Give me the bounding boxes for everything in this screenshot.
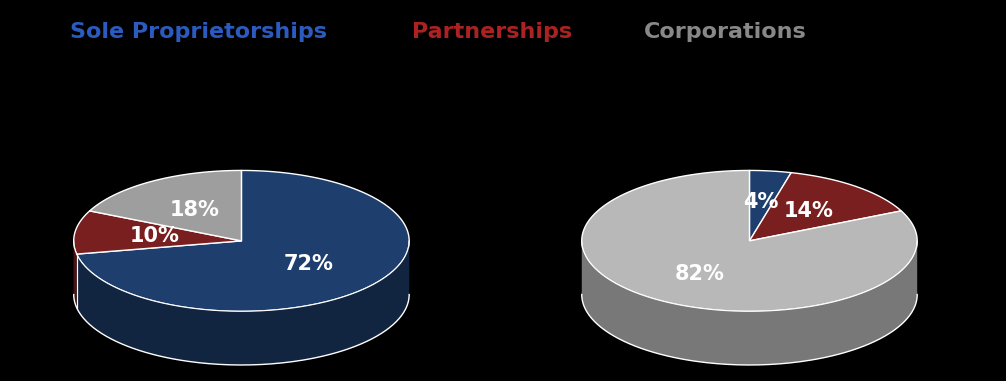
- Polygon shape: [581, 170, 917, 295]
- Polygon shape: [90, 170, 241, 264]
- Text: Sole Proprietorships: Sole Proprietorships: [70, 22, 327, 42]
- Text: Partnerships: Partnerships: [412, 22, 572, 42]
- Text: 14%: 14%: [784, 201, 833, 221]
- Polygon shape: [73, 211, 90, 295]
- Text: 18%: 18%: [170, 200, 219, 220]
- Text: 10%: 10%: [130, 226, 180, 246]
- Polygon shape: [90, 170, 241, 241]
- Polygon shape: [791, 173, 901, 264]
- Polygon shape: [749, 170, 791, 226]
- Polygon shape: [73, 241, 76, 308]
- Polygon shape: [749, 170, 791, 241]
- Polygon shape: [76, 170, 409, 311]
- Polygon shape: [76, 241, 409, 365]
- Polygon shape: [581, 170, 917, 311]
- Polygon shape: [73, 211, 241, 254]
- Text: 4%: 4%: [743, 192, 779, 213]
- Polygon shape: [749, 173, 901, 241]
- Text: 72%: 72%: [284, 254, 334, 274]
- Text: 82%: 82%: [675, 264, 725, 283]
- Polygon shape: [581, 242, 917, 365]
- Polygon shape: [241, 170, 409, 294]
- Text: Corporations: Corporations: [644, 22, 807, 42]
